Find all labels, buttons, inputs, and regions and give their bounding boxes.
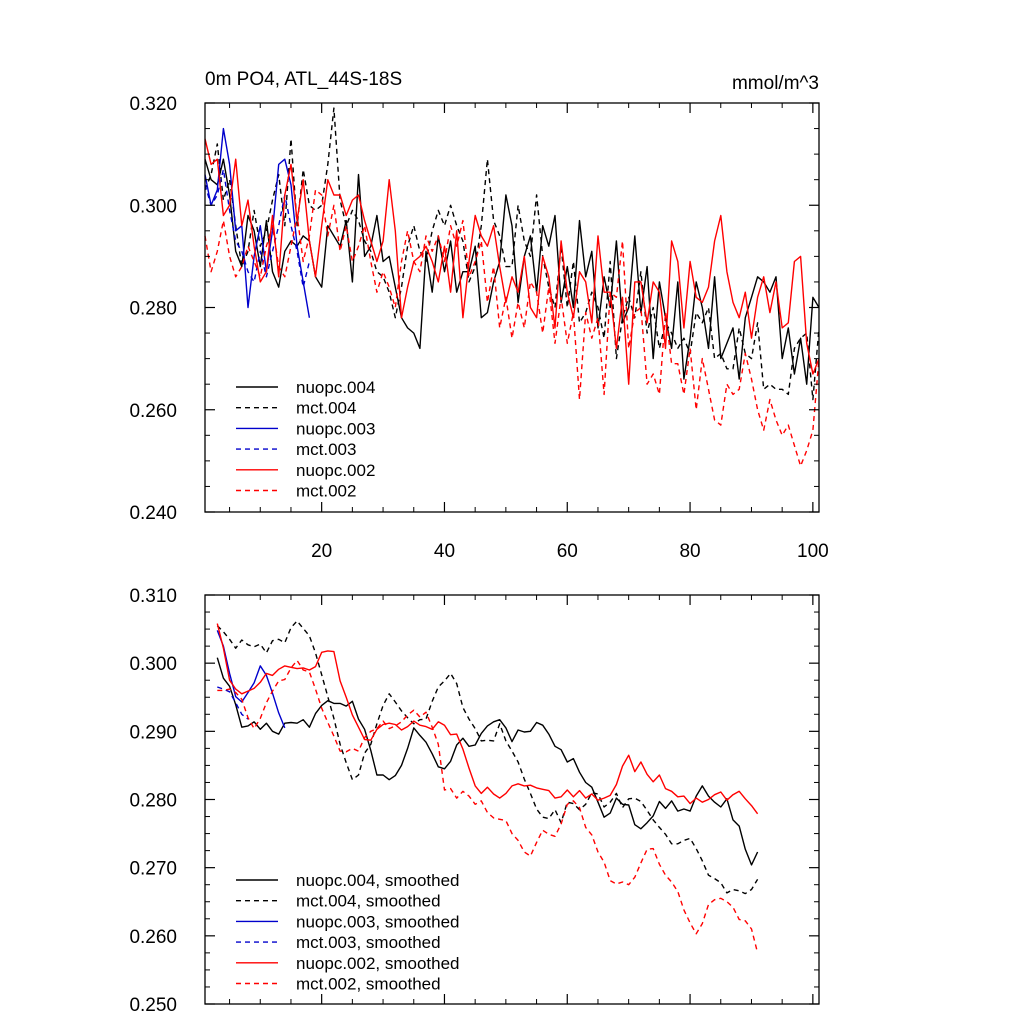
legend-label: nuopc.002, smoothed <box>296 954 460 973</box>
top-panel: 0m PO4, ATL_44S-18S mmol/m^3 0.2400.2600… <box>129 69 828 562</box>
legend-label: nuopc.003 <box>296 419 375 438</box>
x-tick-label: 60 <box>557 541 578 562</box>
y-tick-label: 0.240 <box>129 503 177 524</box>
top-series-line-mct-002 <box>204 189 820 467</box>
top-series-line-nuopc-004 <box>204 158 820 385</box>
legend-label: mct.002, smoothed <box>296 975 441 994</box>
y-tick-label: 0.280 <box>129 791 177 812</box>
top-series-line-nuopc-002 <box>204 138 820 385</box>
bot-series-line-mct-003-smoothed <box>217 686 249 720</box>
legend-label: mct.003 <box>296 440 356 459</box>
y-tick-label: 0.290 <box>129 722 177 743</box>
y-tick-label: 0.270 <box>129 859 177 880</box>
legend-label: nuopc.003, smoothed <box>296 912 460 931</box>
y-tick-label: 0.300 <box>129 196 177 217</box>
x-tick-label: 20 <box>311 541 332 562</box>
legend-label: mct.004, smoothed <box>296 892 441 911</box>
x-tick-label: 40 <box>434 541 455 562</box>
x-tick-label: 100 <box>797 541 829 562</box>
bottom-y-tick-labels: 0.250 0.260 0.270 0.280 0.290 0.300 0.310 <box>129 586 177 1016</box>
legend-label: nuopc.004, smoothed <box>296 871 460 890</box>
top-series-line-mct-004 <box>204 107 820 401</box>
legend-label: mct.002 <box>296 482 356 501</box>
bottom-panel: 0.250 0.260 0.270 0.280 0.290 0.300 0.310 nuop… <box>129 586 820 1016</box>
y-tick-label: 0.250 <box>129 995 177 1016</box>
y-tick-label: 0.260 <box>129 927 177 948</box>
x-tick-label: 80 <box>679 541 700 562</box>
legend-label: mct.003, smoothed <box>296 933 441 952</box>
top-axis-ticks <box>205 102 819 513</box>
top-series-line-nuopc-003 <box>204 127 311 318</box>
top-y-tick-labels: 0.240 0.260 0.280 0.300 0.320 <box>129 94 177 524</box>
legend-label: nuopc.004 <box>296 378 375 397</box>
y-tick-label: 0.310 <box>129 586 177 607</box>
bot-series-line-nuopc-002-smoothed <box>216 623 759 815</box>
y-tick-label: 0.320 <box>129 94 177 115</box>
bottom-axis-ticks <box>205 594 819 1005</box>
bot-series-line-nuopc-003-smoothed <box>216 630 286 729</box>
top-chart-title: 0m PO4, ATL_44S-18S <box>205 69 402 90</box>
top-x-tick-labels: 20 40 60 80 100 <box>311 541 829 562</box>
bot-series-line-mct-004-smoothed <box>216 620 759 895</box>
bot-series-line-nuopc-004-smoothed <box>216 657 759 866</box>
bottom-series-lines <box>216 620 759 954</box>
y-tick-label: 0.300 <box>129 654 177 675</box>
y-tick-label: 0.260 <box>129 401 177 422</box>
legend-label: mct.004 <box>296 399 356 418</box>
top-chart-units: mmol/m^3 <box>732 73 819 94</box>
y-tick-label: 0.280 <box>129 299 177 320</box>
legend-label: nuopc.002 <box>296 461 375 480</box>
top-series-lines <box>204 107 820 467</box>
